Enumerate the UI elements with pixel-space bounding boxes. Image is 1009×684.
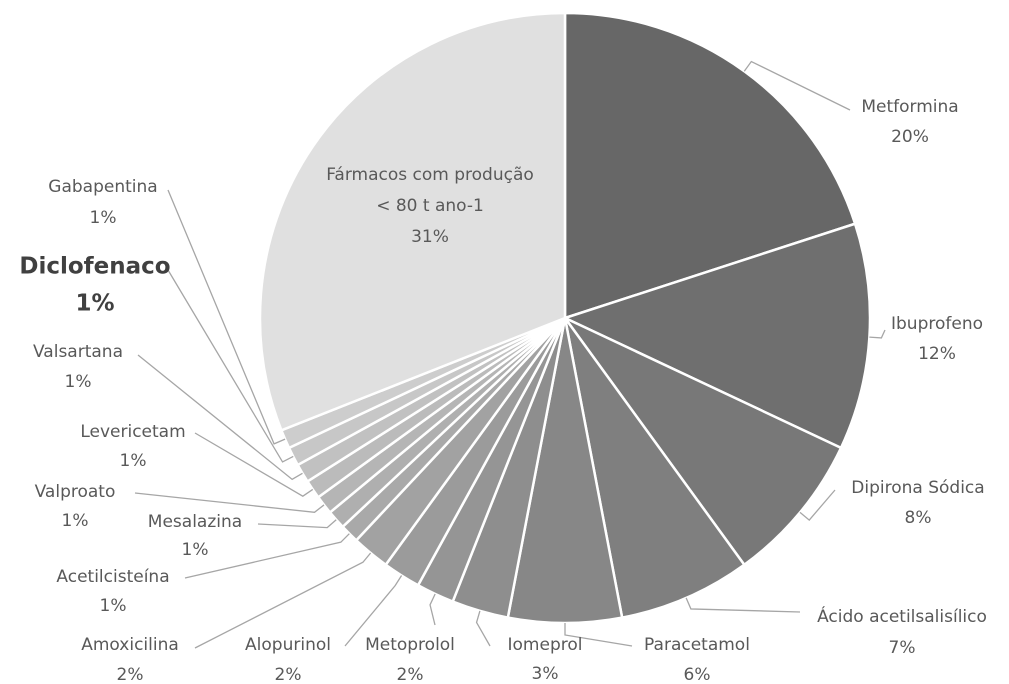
slice-percent: 1% xyxy=(182,540,209,560)
slice-percent: 1% xyxy=(100,596,127,616)
slice-percent: 8% xyxy=(905,508,932,528)
leader-line xyxy=(194,432,314,497)
slice-percent: 1% xyxy=(120,451,147,471)
pie-slice xyxy=(563,11,857,320)
slice-label: Iomeprol xyxy=(508,635,583,655)
slice-label: Fármacos com produção < 80 t ano-1 xyxy=(326,165,534,216)
slice-label: Diclofenaco xyxy=(19,254,170,280)
leader-line xyxy=(743,60,851,111)
slice-label: Valproato xyxy=(35,482,116,502)
leader-line xyxy=(799,489,836,521)
slice-percent: 12% xyxy=(918,344,956,364)
slice-percent: 1% xyxy=(62,511,89,531)
leader-line xyxy=(344,575,403,647)
leader-line xyxy=(869,329,886,339)
leader-line xyxy=(685,597,801,613)
slice-percent: 1% xyxy=(90,208,117,228)
slice-percent: 6% xyxy=(684,665,711,684)
slice-percent: 2% xyxy=(275,665,302,684)
slice-percent: 31% xyxy=(411,227,449,247)
slice-label: Acetilcisteína xyxy=(56,567,169,587)
slice-label: Ácido acetilsalisílico xyxy=(817,605,987,627)
slice-label: Mesalazina xyxy=(148,512,242,532)
leader-line xyxy=(194,552,372,649)
leader-line xyxy=(167,189,286,445)
leader-line xyxy=(184,533,350,579)
slice-label: Amoxicilina xyxy=(81,635,179,655)
slice-label: Paracetamol xyxy=(644,635,750,655)
leader-line xyxy=(257,519,337,529)
leader-line xyxy=(429,593,436,626)
slice-label: Metoprolol xyxy=(365,635,455,655)
leader-line xyxy=(137,354,303,481)
leader-line xyxy=(134,492,325,513)
leader-line xyxy=(475,610,491,647)
slice-percent: 1% xyxy=(75,291,114,317)
slice-percent: 7% xyxy=(889,638,916,658)
pie-slice xyxy=(563,317,747,620)
slice-label: Dipirona Sódica xyxy=(851,478,984,498)
slice-label: Ibuprofeno xyxy=(891,314,983,334)
leader-line xyxy=(167,269,294,463)
pie-slice xyxy=(258,11,567,432)
slice-percent: 20% xyxy=(891,127,929,147)
slice-percent: 2% xyxy=(397,665,424,684)
slice-percent: 2% xyxy=(117,665,144,684)
slice-label: Valsartana xyxy=(33,342,123,362)
pie-slice xyxy=(563,316,843,567)
slice-label: Metformina xyxy=(861,97,958,117)
leader-line xyxy=(564,623,633,647)
slice-percent: 3% xyxy=(532,664,559,684)
slice-percent: 1% xyxy=(65,372,92,392)
slice-label: Levericetam xyxy=(80,422,185,442)
slice-label: Alopurinol xyxy=(245,635,331,655)
slice-label: Gabapentina xyxy=(48,177,157,197)
pie-slice xyxy=(561,222,872,450)
